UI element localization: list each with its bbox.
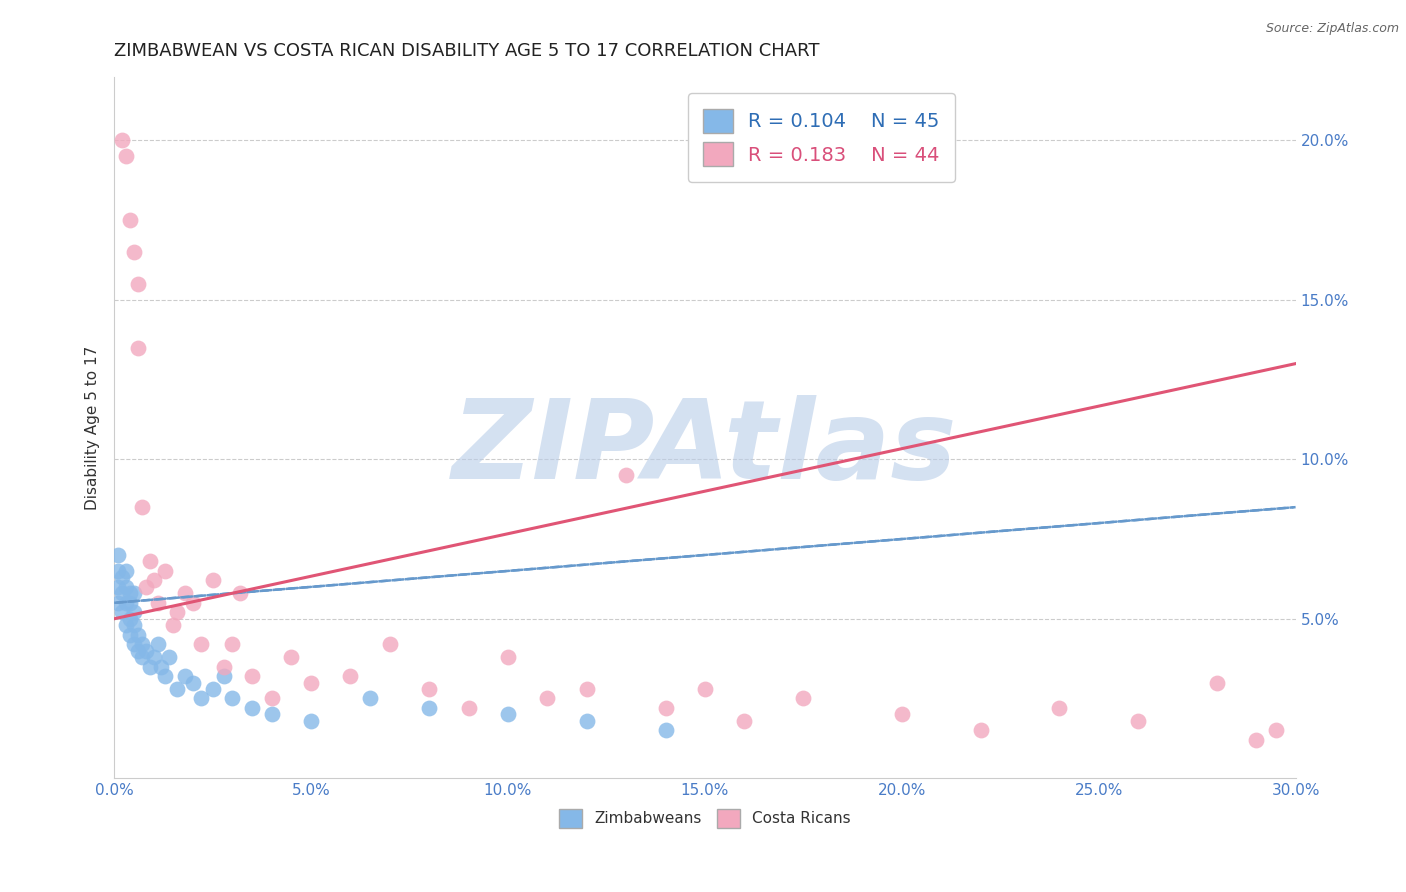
Point xyxy=(260,691,283,706)
Point xyxy=(229,586,252,600)
Text: ZIMBABWEAN VS COSTA RICAN DISABILITY AGE 5 TO 17 CORRELATION CHART: ZIMBABWEAN VS COSTA RICAN DISABILITY AGE… xyxy=(114,42,820,60)
Point xyxy=(127,628,149,642)
Legend: Zimbabweans, Costa Ricans: Zimbabweans, Costa Ricans xyxy=(553,803,856,834)
Point xyxy=(155,564,177,578)
Point xyxy=(214,659,236,673)
Point xyxy=(181,596,204,610)
Point xyxy=(1126,714,1149,728)
Point xyxy=(181,675,204,690)
Point xyxy=(122,637,145,651)
Point xyxy=(146,596,169,610)
Point xyxy=(174,586,197,600)
Point xyxy=(135,643,157,657)
Point xyxy=(107,564,129,578)
Point xyxy=(111,606,134,620)
Point xyxy=(496,650,519,665)
Point xyxy=(260,707,283,722)
Point xyxy=(115,149,138,163)
Point xyxy=(280,650,302,665)
Point xyxy=(174,669,197,683)
Point xyxy=(115,618,138,632)
Point xyxy=(201,574,224,588)
Point xyxy=(142,574,165,588)
Point xyxy=(111,570,134,584)
Point xyxy=(1264,723,1286,738)
Point xyxy=(614,468,637,483)
Point xyxy=(118,628,141,642)
Point xyxy=(118,213,141,227)
Point xyxy=(1205,675,1227,690)
Point xyxy=(122,586,145,600)
Point xyxy=(214,669,236,683)
Point xyxy=(575,681,598,696)
Point xyxy=(155,669,177,683)
Point xyxy=(115,564,138,578)
Point xyxy=(221,691,243,706)
Point xyxy=(122,606,145,620)
Point xyxy=(240,701,263,715)
Point xyxy=(418,681,440,696)
Point xyxy=(733,714,755,728)
Point xyxy=(299,675,322,690)
Point xyxy=(201,681,224,696)
Point xyxy=(457,701,479,715)
Point xyxy=(118,612,141,626)
Point xyxy=(359,691,381,706)
Point xyxy=(221,637,243,651)
Text: ZIPAtlas: ZIPAtlas xyxy=(453,395,957,502)
Point xyxy=(166,606,188,620)
Point xyxy=(654,723,676,738)
Point xyxy=(146,637,169,651)
Point xyxy=(240,669,263,683)
Point xyxy=(162,618,184,632)
Point xyxy=(118,586,141,600)
Point xyxy=(127,643,149,657)
Point xyxy=(111,586,134,600)
Point xyxy=(135,580,157,594)
Point xyxy=(138,659,160,673)
Point xyxy=(122,618,145,632)
Point xyxy=(969,723,991,738)
Point xyxy=(418,701,440,715)
Text: Source: ZipAtlas.com: Source: ZipAtlas.com xyxy=(1265,22,1399,36)
Point xyxy=(1244,733,1267,747)
Point xyxy=(575,714,598,728)
Point xyxy=(131,637,153,651)
Point xyxy=(107,580,129,594)
Point xyxy=(654,701,676,715)
Point xyxy=(138,554,160,568)
Point xyxy=(118,596,141,610)
Point xyxy=(536,691,558,706)
Point xyxy=(496,707,519,722)
Point xyxy=(107,548,129,562)
Point xyxy=(115,596,138,610)
Point xyxy=(166,681,188,696)
Point xyxy=(142,650,165,665)
Point xyxy=(157,650,180,665)
Point xyxy=(131,500,153,515)
Point xyxy=(190,637,212,651)
Point xyxy=(150,659,173,673)
Y-axis label: Disability Age 5 to 17: Disability Age 5 to 17 xyxy=(86,345,100,509)
Point xyxy=(1047,701,1070,715)
Point xyxy=(122,245,145,260)
Point xyxy=(127,341,149,355)
Point xyxy=(107,596,129,610)
Point xyxy=(131,650,153,665)
Point xyxy=(115,580,138,594)
Point xyxy=(792,691,814,706)
Point xyxy=(299,714,322,728)
Point xyxy=(693,681,716,696)
Point xyxy=(127,277,149,291)
Point xyxy=(890,707,912,722)
Point xyxy=(111,133,134,147)
Point xyxy=(190,691,212,706)
Point xyxy=(339,669,361,683)
Point xyxy=(378,637,401,651)
